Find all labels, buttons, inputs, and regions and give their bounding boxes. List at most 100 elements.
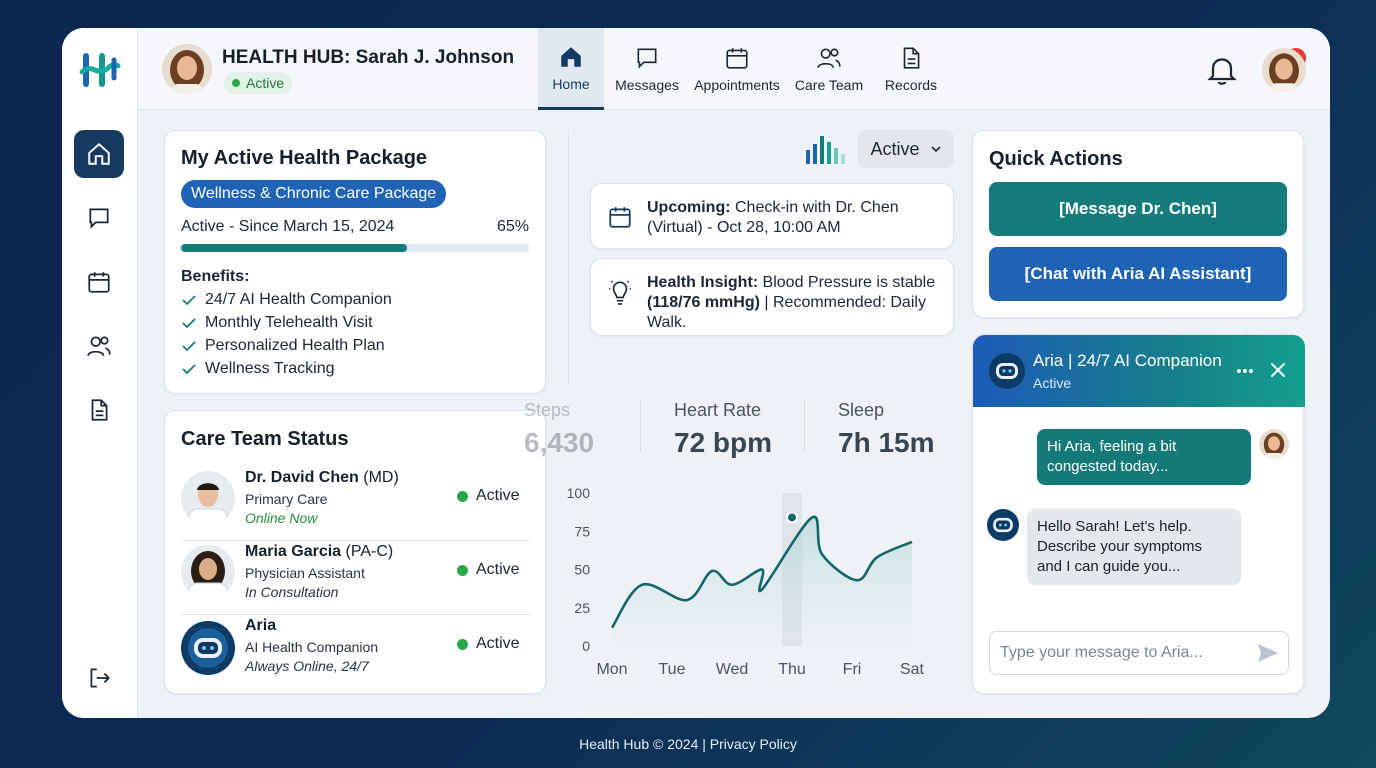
user-photo-icon	[1259, 429, 1289, 459]
benefits-label: Benefits:	[181, 268, 250, 285]
row-divider	[181, 614, 531, 615]
message-icon	[89, 208, 109, 229]
member-role: Physician Assistant	[245, 565, 365, 581]
tab-appointments[interactable]: Appointments	[690, 28, 784, 110]
care-team-card: Care Team Status Dr. David Chen (MD) Pri…	[164, 410, 546, 694]
health-insight-card[interactable]: Health Insight: Blood Pressure is stable…	[590, 258, 954, 336]
message-icon	[637, 48, 657, 69]
doctor-photo-icon	[181, 471, 235, 525]
member-role: Primary Care	[245, 491, 328, 507]
tab-records[interactable]: Records	[874, 28, 948, 110]
sleep-metric: Sleep 7h 15m	[838, 400, 935, 459]
package-name-tag: Wellness & Chronic Care Package	[181, 180, 447, 208]
tab-care-team-label: Care Team	[794, 77, 864, 93]
quick-actions-card: Quick Actions [Message Dr. Chen] [Chat w…	[972, 130, 1304, 318]
chart-series-line	[610, 515, 913, 629]
member-status-label: Active	[476, 635, 520, 652]
status-dropdown[interactable]: Active	[858, 130, 954, 168]
document-icon	[903, 47, 920, 69]
document-icon	[91, 399, 108, 421]
calendar-icon	[88, 272, 110, 293]
member-status: Active	[457, 561, 520, 579]
y-tick-label: 75	[574, 523, 590, 539]
user-photo-icon	[1262, 48, 1306, 92]
more-options-icon[interactable]	[1235, 363, 1255, 379]
message-dr-chen-button[interactable]: [Message Dr. Chen]	[989, 182, 1287, 236]
tab-messages[interactable]: Messages	[604, 28, 690, 110]
send-icon[interactable]	[1257, 643, 1279, 663]
insight-recommendation: | Recommended: Daily Walk.	[647, 294, 926, 331]
robot-icon	[989, 353, 1025, 389]
member-status-label: Active	[476, 561, 520, 578]
benefit-label: Wellness Tracking	[205, 360, 335, 377]
calendar-icon	[726, 48, 748, 69]
upcoming-card[interactable]: Upcoming: Check-in with Dr. Chen (Virtua…	[590, 183, 954, 249]
sidebar-item-messages[interactable]	[74, 194, 124, 242]
status-dot-icon	[457, 564, 468, 576]
benefit-item: 24/7 AI Health Companion	[181, 291, 529, 309]
chart-highlight-point[interactable]	[786, 511, 798, 524]
notification-bell-icon[interactable]	[1204, 52, 1240, 88]
tab-home[interactable]: Home	[538, 28, 604, 110]
tab-records-label: Records	[884, 77, 938, 93]
team-member-row[interactable]: Dr. David Chen (MD) Primary Care Online …	[181, 467, 531, 541]
user-avatar[interactable]	[162, 44, 212, 94]
profile-avatar[interactable]	[1262, 48, 1306, 92]
steps-metric: Steps 6,430	[524, 400, 594, 459]
assistant-photo-icon	[181, 545, 235, 599]
team-member-row[interactable]: Aria AI Health Companion Always Online, …	[181, 615, 531, 689]
users-icon	[817, 48, 841, 69]
upcoming-label: Upcoming:	[647, 199, 731, 216]
chat-message-input[interactable]	[989, 631, 1289, 675]
logout-button[interactable]	[74, 654, 124, 702]
close-icon[interactable]	[1269, 361, 1287, 379]
y-tick-label: 100	[567, 485, 591, 501]
sidebar-item-records[interactable]	[74, 386, 124, 434]
x-tick-label: Mon	[596, 661, 627, 678]
health-hub-logo-icon	[79, 53, 121, 87]
user-photo-icon	[162, 44, 212, 94]
metric-value: 7h 15m	[838, 427, 935, 458]
user-title: HEALTH HUB: Sarah J. Johnson	[222, 47, 515, 68]
activity-chart: 0 25 50 75 100 Mon Tue Wed Thu Fri Sat	[567, 485, 925, 678]
heart-rate-metric: Heart Rate 72 bpm	[674, 400, 772, 459]
tab-appointments-label: Appointments	[694, 77, 780, 93]
tab-messages-label: Messages	[615, 77, 679, 93]
team-member-row[interactable]: Maria Garcia (PA-C) Physician Assistant …	[181, 541, 531, 615]
chevron-down-icon	[930, 146, 941, 153]
chat-title: Aria | 24/7 AI Companion	[1033, 351, 1222, 370]
bot-message-bubble: Hello Sarah! Let's help. Describe your s…	[1027, 509, 1241, 585]
member-name: Maria Garcia	[245, 543, 342, 560]
package-progress-label: 65%	[496, 218, 529, 235]
benefit-label: Monthly Telehealth Visit	[205, 314, 373, 331]
chat-status: Active	[1033, 375, 1072, 391]
y-tick-label: 0	[582, 638, 590, 654]
tab-care-team[interactable]: Care Team	[784, 28, 874, 110]
member-availability: Online Now	[245, 510, 318, 526]
lightbulb-icon	[609, 280, 631, 305]
top-nav: Home Messages Appointments Care Team Rec…	[538, 28, 948, 110]
user-message-avatar	[1259, 429, 1289, 459]
member-name: Dr. David Chen	[245, 469, 359, 486]
x-tick-label: Sat	[900, 661, 925, 678]
sidebar-item-appointments[interactable]	[74, 258, 124, 306]
chat-with-aria-button[interactable]: [Chat with Aria AI Assistant]	[989, 247, 1287, 301]
calendar-icon	[609, 207, 631, 228]
member-avatar	[181, 545, 235, 599]
metric-value: 6,430	[524, 427, 595, 458]
status-dot-icon	[457, 490, 468, 502]
member-name: Aria	[245, 617, 277, 634]
column-divider	[568, 130, 569, 384]
user-status-label: Active	[246, 75, 285, 91]
users-icon	[87, 336, 111, 357]
footer-text: Health Hub © 2024 | Privacy Policy	[579, 736, 797, 752]
member-availability: Always Online, 24/7	[245, 658, 369, 674]
check-icon	[182, 364, 196, 375]
insight-text: Blood Pressure is stable	[758, 274, 936, 291]
check-icon	[182, 341, 196, 352]
sidebar-item-home[interactable]	[74, 130, 124, 178]
status-dot-icon	[457, 638, 468, 650]
sidebar-item-care-team[interactable]	[74, 322, 124, 370]
metric-divider	[640, 400, 641, 452]
row-divider	[181, 540, 531, 541]
